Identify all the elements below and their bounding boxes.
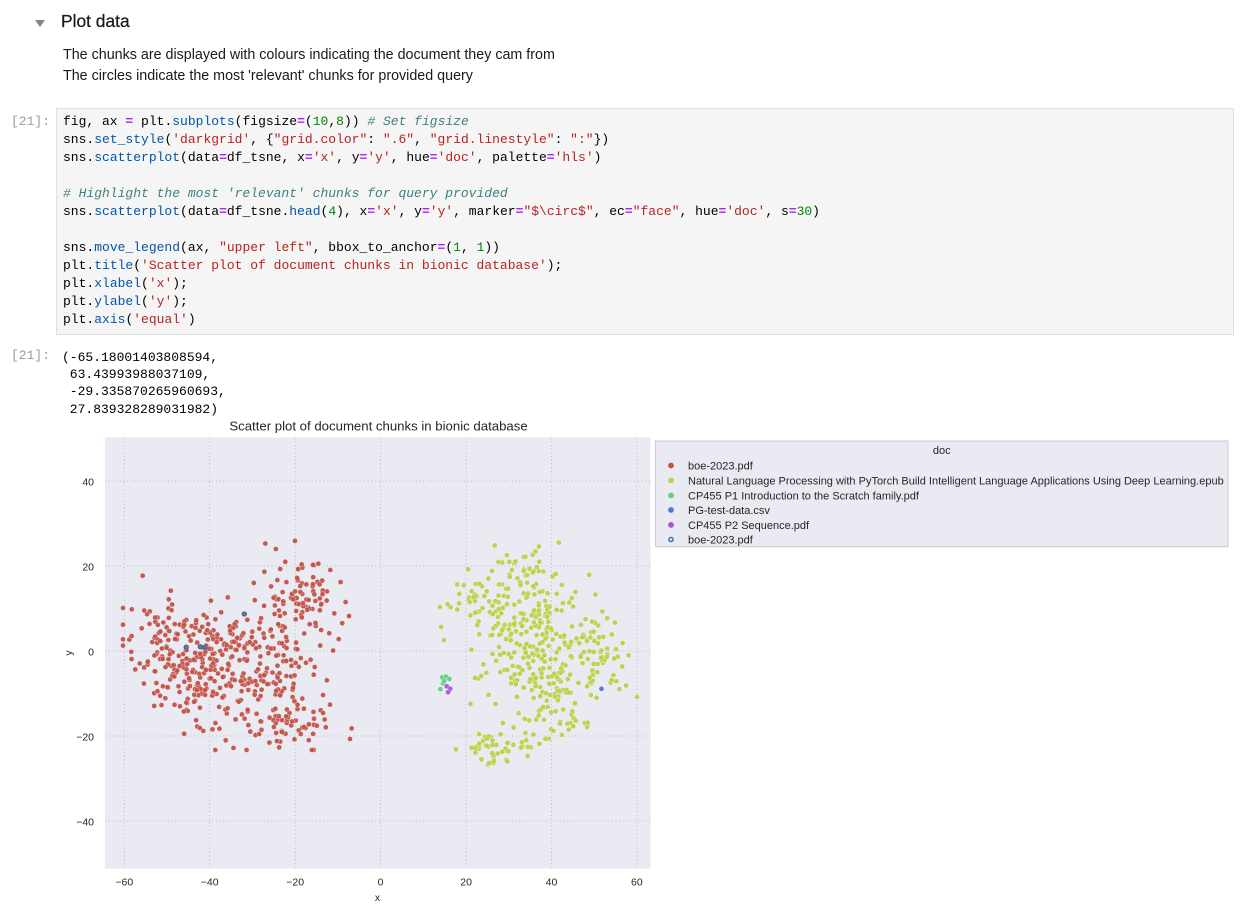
svg-text:doc: doc: [933, 445, 951, 457]
svg-text:CP455 P1 Introduction to the S: CP455 P1 Introduction to the Scratch fam…: [688, 491, 920, 503]
svg-text:−40: −40: [201, 877, 219, 889]
svg-text:−40: −40: [76, 817, 94, 829]
svg-text:−20: −20: [286, 877, 304, 889]
svg-text:−20: −20: [76, 732, 94, 744]
svg-text:−60: −60: [115, 877, 133, 889]
svg-text:boe-2023.pdf: boe-2023.pdf: [688, 535, 754, 547]
svg-text:0: 0: [378, 877, 384, 889]
svg-text:y: y: [63, 650, 75, 656]
svg-text:60: 60: [631, 877, 643, 889]
svg-text:40: 40: [82, 477, 94, 489]
svg-text:x: x: [375, 892, 381, 904]
svg-text:20: 20: [460, 877, 472, 889]
svg-text:CP455 P2 Sequence.pdf: CP455 P2 Sequence.pdf: [688, 520, 810, 532]
svg-text:Natural Language Processing wi: Natural Language Processing with PyTorch…: [688, 475, 1224, 487]
svg-text:PG-test-data.csv: PG-test-data.csv: [688, 505, 770, 517]
svg-text:Scatter plot of document chunk: Scatter plot of document chunks in bioni…: [229, 419, 527, 434]
svg-text:boe-2023.pdf: boe-2023.pdf: [688, 461, 754, 473]
svg-text:0: 0: [88, 647, 94, 659]
svg-text:40: 40: [546, 877, 558, 889]
svg-text:20: 20: [82, 562, 94, 574]
